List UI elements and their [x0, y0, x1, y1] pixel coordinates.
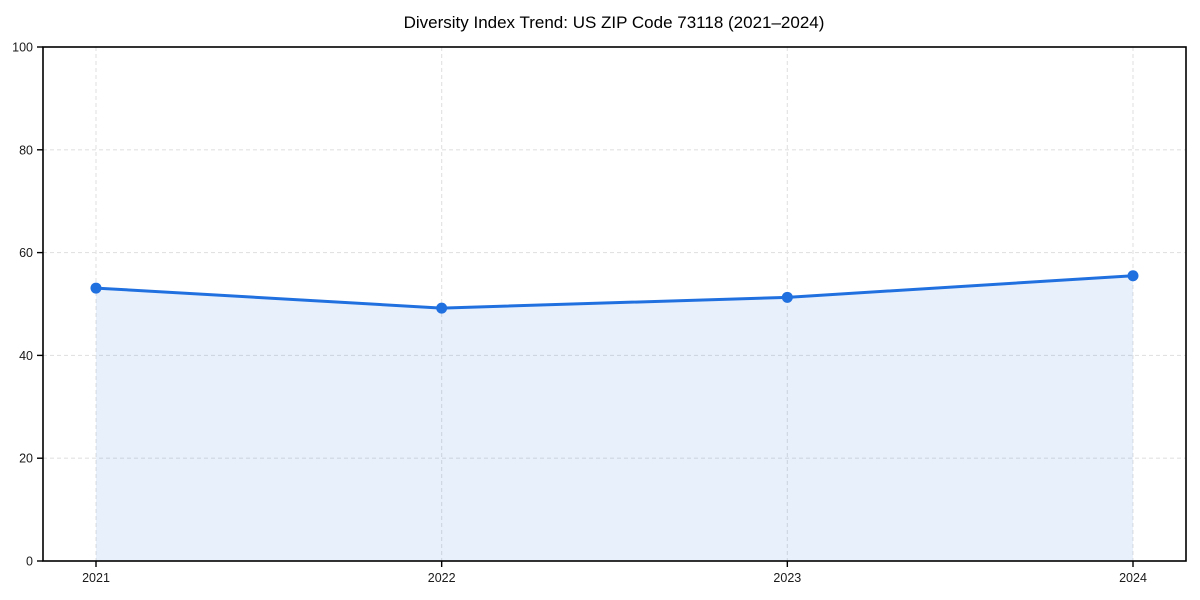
- area-fill: [96, 275, 1133, 561]
- data-point: [1127, 270, 1139, 282]
- axis-frame-group: [42, 46, 1187, 562]
- trend-line: [94, 274, 1135, 310]
- y-tick-label: 20: [19, 452, 33, 466]
- y-tick-label: 40: [19, 349, 33, 363]
- x-tick-label: 2021: [82, 571, 110, 585]
- gridlines: [43, 47, 1186, 561]
- x-tick-label: 2024: [1119, 571, 1147, 585]
- area-fill-group: [96, 275, 1133, 561]
- axis-ticks-group: [37, 46, 1134, 567]
- y-tick-label: 60: [19, 246, 33, 260]
- data-points-group: [90, 270, 1139, 314]
- axis-frame: [42, 46, 1187, 562]
- data-point: [90, 282, 102, 294]
- data-point: [436, 302, 448, 314]
- y-tick-label: 100: [12, 41, 33, 55]
- y-tick-label: 0: [26, 555, 33, 569]
- axis-labels-group: 0 20 40 60 80 100 2021 2022 2023 2024: [12, 41, 1147, 586]
- x-tick-label: 2023: [773, 571, 801, 585]
- chart-title: Diversity Index Trend: US ZIP Code 73118…: [404, 13, 825, 32]
- trend-line-group: [94, 274, 1135, 310]
- y-tick-label: 80: [19, 143, 33, 157]
- x-tick-label: 2022: [428, 571, 456, 585]
- data-point: [781, 291, 793, 303]
